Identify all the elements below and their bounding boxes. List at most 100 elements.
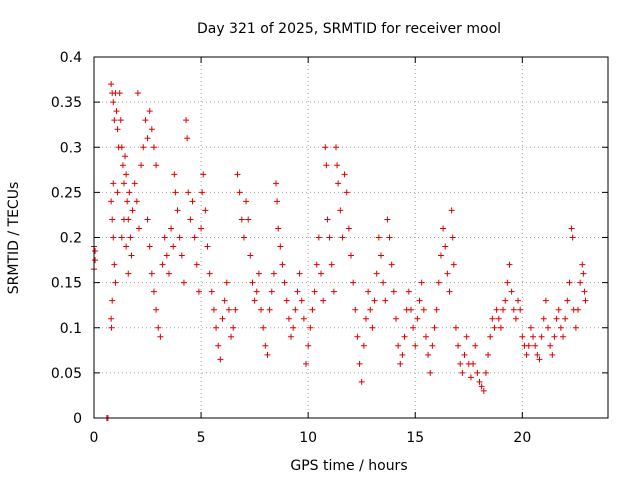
data-point <box>527 324 534 331</box>
data-point <box>360 342 367 349</box>
data-point <box>442 243 449 250</box>
x-tick-label: 15 <box>406 430 424 446</box>
data-point <box>470 360 477 367</box>
data-point <box>427 369 434 376</box>
data-point <box>114 189 121 196</box>
data-point <box>399 351 406 358</box>
data-point <box>191 234 198 241</box>
data-point <box>433 306 440 313</box>
data-point <box>253 288 260 295</box>
data-point <box>273 180 280 187</box>
data-point <box>545 324 552 331</box>
x-axis-label: GPS time / hours <box>290 458 407 474</box>
data-point <box>354 333 361 340</box>
data-point <box>131 180 138 187</box>
data-point <box>111 261 118 268</box>
data-point <box>575 306 582 313</box>
data-point <box>536 356 543 363</box>
data-point <box>110 99 117 106</box>
y-tick-label: 0 <box>73 411 82 427</box>
data-point <box>375 234 382 241</box>
data-point <box>555 306 562 313</box>
data-point <box>180 279 187 286</box>
data-point <box>262 342 269 349</box>
data-point <box>388 261 395 268</box>
data-point <box>491 324 498 331</box>
data-point <box>315 234 322 241</box>
data-point <box>448 207 455 214</box>
data-point <box>279 261 286 268</box>
data-point <box>217 356 224 363</box>
data-point <box>324 216 331 223</box>
data-point <box>228 333 235 340</box>
data-point <box>109 297 116 304</box>
data-point <box>457 360 464 367</box>
data-point <box>373 270 380 277</box>
data-point <box>582 297 589 304</box>
data-point <box>309 306 316 313</box>
data-point <box>245 216 252 223</box>
data-point <box>467 374 474 381</box>
data-point <box>264 351 271 358</box>
data-point <box>542 297 549 304</box>
data-point <box>171 171 178 178</box>
data-point <box>350 279 357 286</box>
data-point <box>270 270 277 277</box>
data-point <box>225 306 232 313</box>
data-point <box>170 243 177 250</box>
data-point <box>480 387 487 394</box>
data-point <box>118 234 125 241</box>
data-point <box>562 315 569 322</box>
data-point <box>557 324 564 331</box>
data-point <box>187 216 194 223</box>
data-point <box>530 333 537 340</box>
data-point <box>416 297 423 304</box>
data-point <box>418 279 425 286</box>
data-point <box>215 342 222 349</box>
data-point <box>580 270 587 277</box>
data-point <box>414 315 421 322</box>
data-point <box>446 288 453 295</box>
data-point <box>285 315 292 322</box>
data-point <box>425 351 432 358</box>
y-tick-label: 0.05 <box>51 366 82 382</box>
data-point <box>339 234 346 241</box>
data-point <box>307 324 314 331</box>
data-point <box>202 207 209 214</box>
data-point <box>500 306 507 313</box>
data-point <box>407 306 414 313</box>
data-point <box>512 315 519 322</box>
data-point <box>165 270 172 277</box>
data-point <box>174 207 181 214</box>
data-point <box>452 324 459 331</box>
data-point <box>343 189 350 196</box>
data-point <box>551 333 558 340</box>
chart-title: Day 321 of 2025, SRMTID for receiver moo… <box>197 21 501 37</box>
data-point <box>523 351 530 358</box>
data-point <box>504 279 511 286</box>
data-point <box>292 306 299 313</box>
data-point <box>268 288 275 295</box>
data-point <box>560 333 567 340</box>
data-point <box>148 126 155 133</box>
data-point <box>420 306 427 313</box>
y-tick-label: 0.1 <box>60 321 82 337</box>
data-point <box>260 324 267 331</box>
data-point <box>116 90 123 97</box>
data-point <box>328 261 335 268</box>
data-point <box>206 270 213 277</box>
data-point <box>195 288 202 295</box>
data-point <box>159 261 166 268</box>
data-point <box>153 306 160 313</box>
data-point <box>172 189 179 196</box>
data-point <box>243 198 250 205</box>
data-point <box>519 333 526 340</box>
data-point <box>444 270 451 277</box>
data-point <box>126 189 133 196</box>
data-point <box>275 225 282 232</box>
data-point <box>579 261 586 268</box>
data-point <box>266 306 273 313</box>
data-point <box>395 342 402 349</box>
data-point <box>538 333 545 340</box>
tick-labels: 0 5 10 15 20 0 0.05 0.1 0.15 0.2 0.25 0.3 0.35 0.4 <box>51 50 531 446</box>
